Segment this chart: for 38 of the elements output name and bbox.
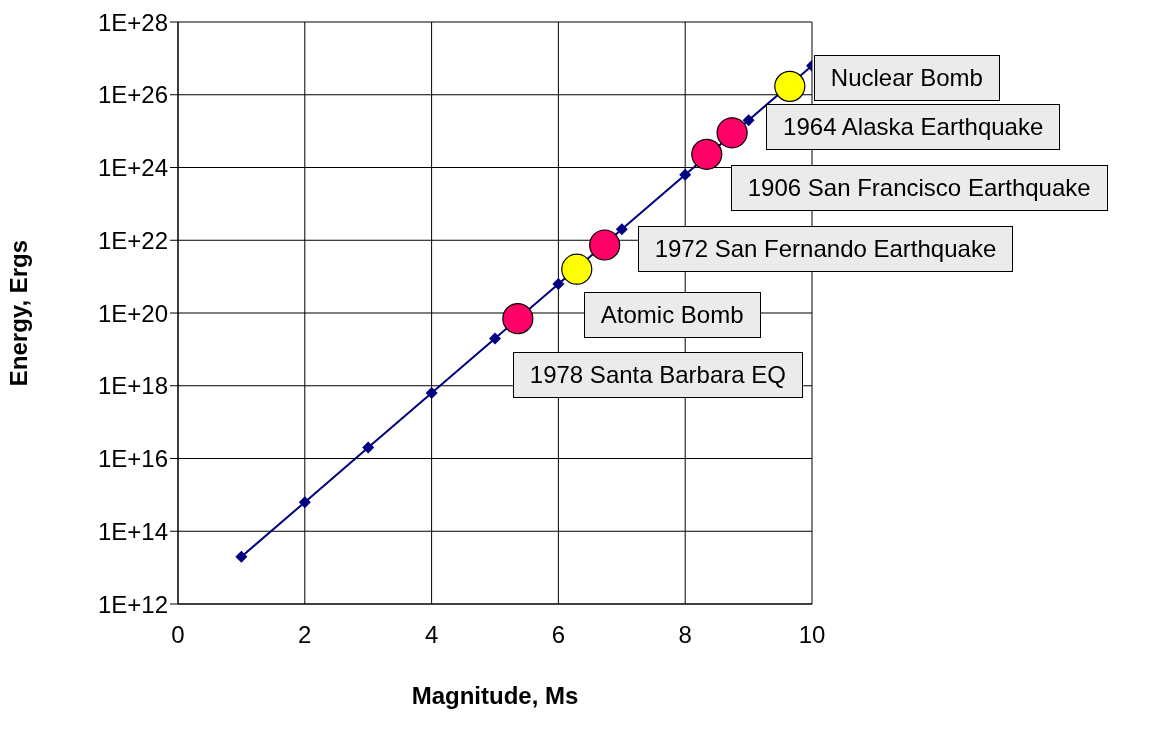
point [489,332,501,345]
y-tick-label: 1E+14 [97,517,168,545]
annotation: 1906 San Francisco Earthquake [730,165,1108,212]
y-tick-label: 1E+26 [97,81,168,109]
point [716,117,748,149]
point [742,114,755,127]
x-tick-label: 10 [798,621,826,649]
point [691,138,723,170]
annotation: Atomic Bomb [583,292,761,339]
x-axis-title: Magnitude, Ms [411,682,579,709]
point [774,70,806,102]
x-tick-label: 6 [551,621,566,649]
annotation: 1978 Santa Barbara EQ [512,351,803,398]
y-tick-label: 1E+22 [97,226,168,254]
point [552,277,565,290]
y-tick-label: 1E+28 [97,8,168,36]
annotation: Nuclear Bomb [813,55,1000,102]
x-tick-label: 0 [171,621,185,649]
point [235,550,248,563]
x-tick-label: 2 [298,621,312,649]
y-axis-title: Energy, Ergs [4,239,32,387]
annotation: 1972 San Fernando Earthquake [637,226,1014,272]
point [615,223,628,236]
y-tick-label: 1E+24 [97,154,168,182]
y-tick-label: 1E+18 [97,372,168,400]
point [679,168,692,181]
point [425,387,438,400]
point [589,229,621,261]
x-tick-label: 8 [678,621,692,649]
y-tick-label: 1E+12 [97,590,168,618]
point [502,303,534,335]
y-tick-label: 1E+16 [97,445,168,473]
annotation: 1964 Alaska Earthquake [766,103,1061,150]
point [298,496,311,509]
y-tick-label: 1E+20 [97,299,168,327]
x-tick-label: 4 [424,621,439,649]
point [362,441,375,454]
point [561,253,593,285]
